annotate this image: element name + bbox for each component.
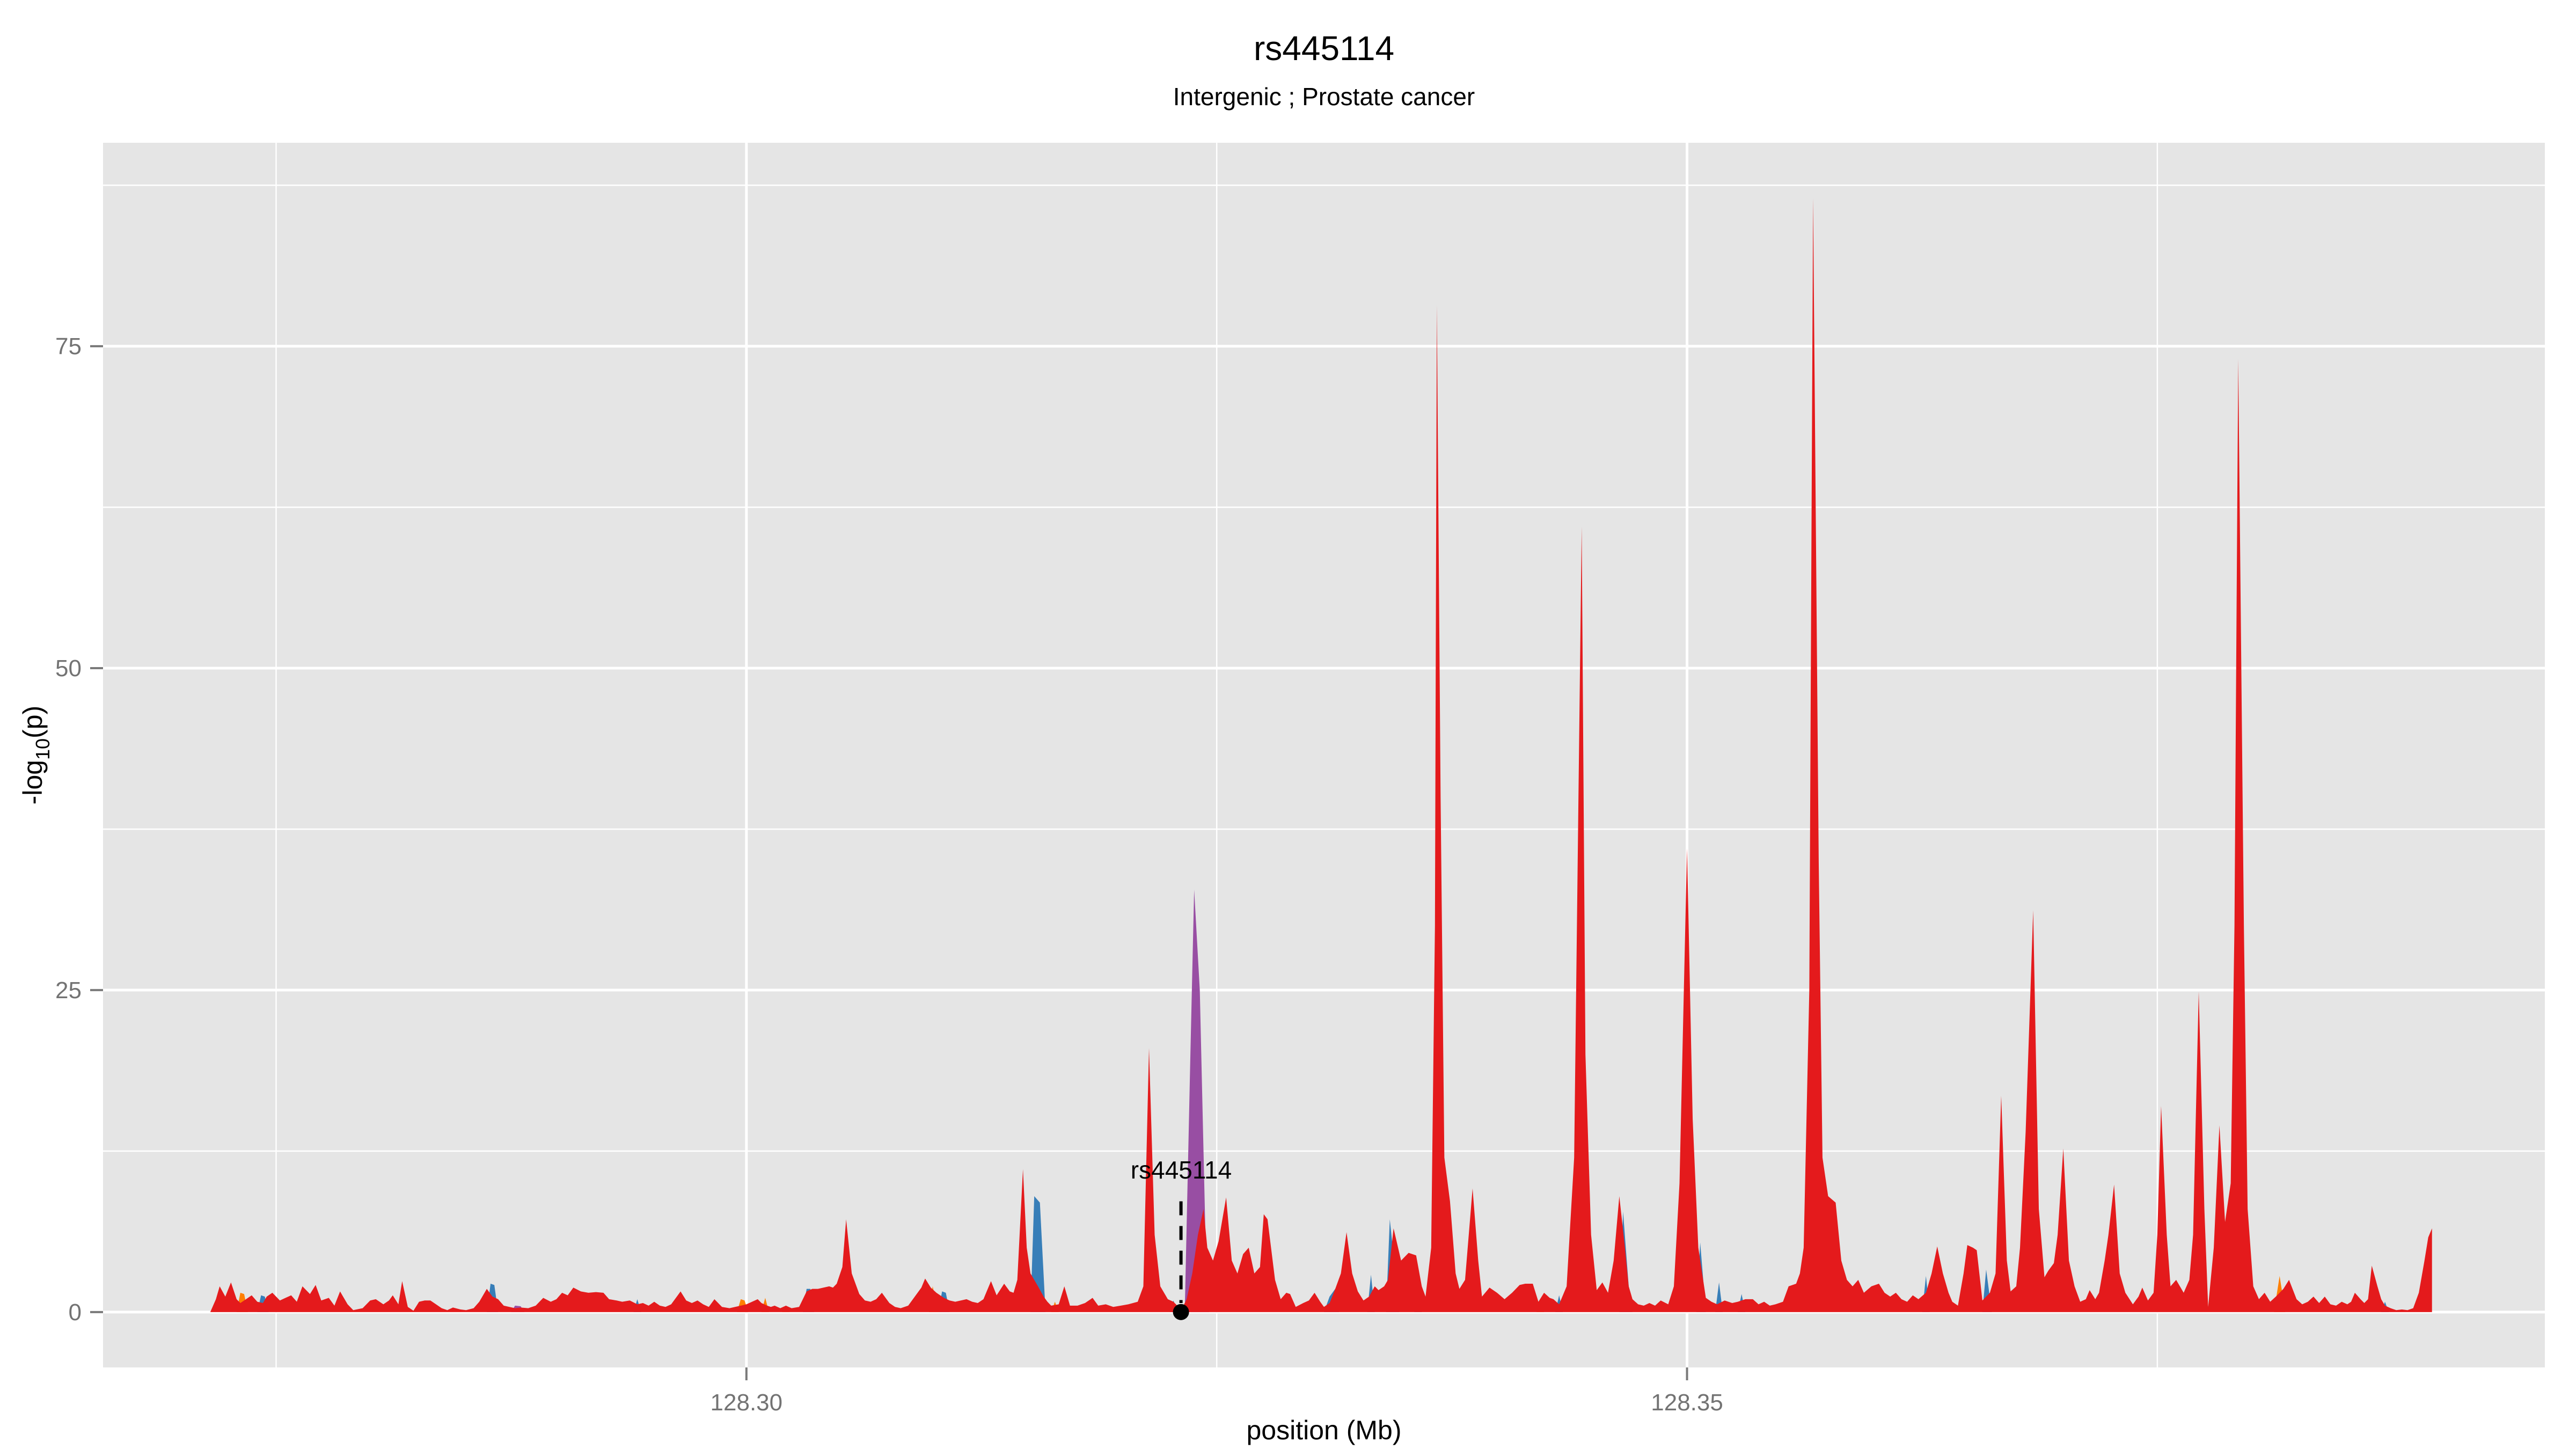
y-axis-title-sub: 10 [32, 738, 54, 760]
y-tick-label: 0 [69, 1299, 82, 1326]
y-axis-title-suffix: (p) [18, 706, 48, 738]
y-tick-label: 25 [55, 977, 82, 1004]
annotation-snp-label: rs445114 [1131, 1156, 1232, 1184]
chart-subtitle: Intergenic ; Prostate cancer [1173, 83, 1475, 111]
y-axis-title: -log10(p) [18, 706, 54, 805]
x-tick-label: 128.35 [1651, 1389, 1723, 1416]
annotation-dot [1173, 1304, 1189, 1320]
x-tick-label: 128.30 [711, 1389, 783, 1416]
chart-layer: 128.30 128.35 0 25 50 75 [55, 143, 2545, 1416]
y-axis-title-main: -log [18, 760, 48, 804]
y-tick-label: 50 [55, 655, 82, 682]
panel-background [103, 143, 2545, 1367]
series-purple-area [1184, 889, 1210, 1312]
y-tick-label: 75 [55, 333, 82, 360]
x-axis-title: position (Mb) [1247, 1415, 1402, 1445]
chart-title: rs445114 [1254, 29, 1394, 68]
